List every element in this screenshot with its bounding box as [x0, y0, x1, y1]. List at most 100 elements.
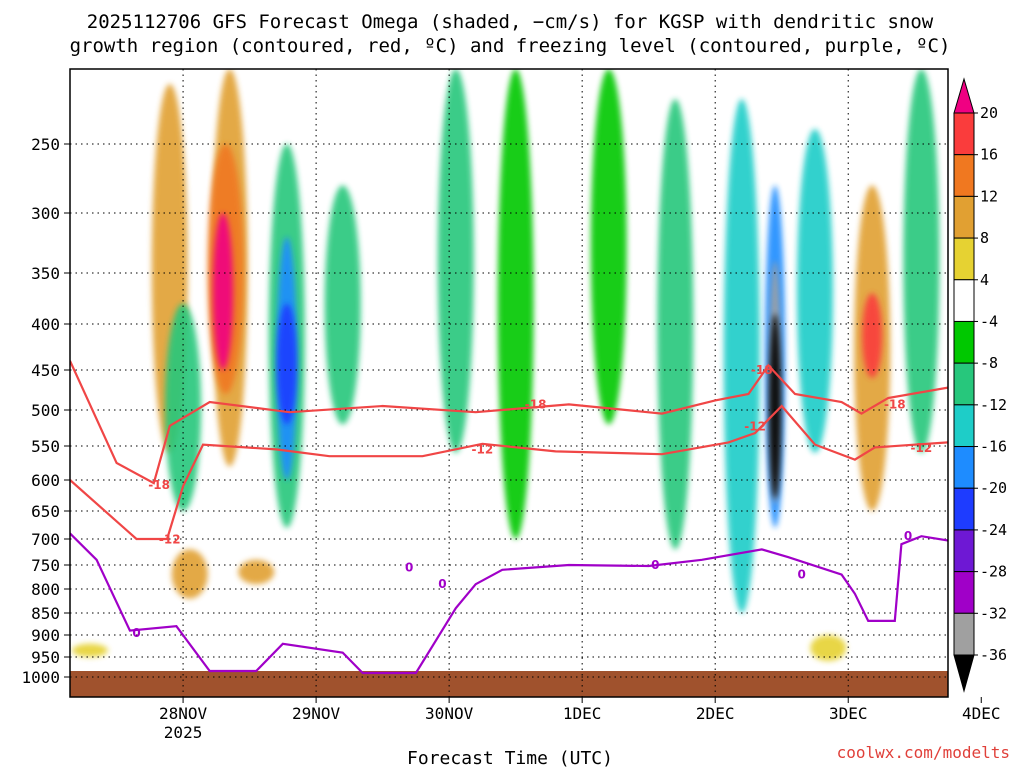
- omega-cell-4: [165, 303, 202, 511]
- colorbar-segment-9: [953, 487, 975, 531]
- omega-cell-20: [903, 69, 940, 453]
- isotherm-minus18-label-3: -18: [884, 397, 906, 411]
- omega-cell-10: [497, 69, 534, 539]
- colorbar-segment-12: [953, 612, 975, 656]
- isotherm-minus12-line: [70, 404, 948, 541]
- isotherm-minus18-label-1: -18: [525, 397, 547, 411]
- x-axis-label: Forecast Time (UTC): [407, 748, 613, 768]
- omega-cell-23: [71, 643, 108, 658]
- y-tick-label-350: 350: [31, 264, 60, 283]
- omega-cell-24: [810, 635, 847, 661]
- isotherm-minus18-label-2: -18: [751, 363, 773, 377]
- y-tick-label-550: 550: [31, 437, 60, 456]
- colorbar-label-3: 8: [980, 229, 989, 247]
- y-axis: 250 300 350 400 450 500 550 600 650 700 750 800 850 9…: [21, 135, 70, 687]
- colorbar-segment-2: [953, 195, 975, 239]
- omega-cell-22: [238, 559, 275, 585]
- x-tick-label-28NOV: 28NOV: [159, 704, 208, 723]
- colorbar-arrow-bottom: [953, 654, 975, 693]
- colorbar-segment-1: [953, 154, 975, 197]
- omega-cell-3: [212, 213, 233, 370]
- colorbar-label-11: -28: [980, 563, 1007, 581]
- omega-cell-21: [171, 549, 208, 599]
- isotherm-minus18-line: [70, 360, 948, 485]
- isotherm-minus12-label-3: -12: [911, 441, 933, 455]
- colorbar-segment-8: [953, 446, 975, 489]
- colorbar-label-1: 16: [980, 146, 998, 164]
- plot-frame: [69, 68, 949, 698]
- chart-title-line-2: growth region (contoured, red, ºC) and f…: [70, 35, 951, 57]
- y-tick-label-650: 650: [31, 502, 60, 521]
- y-tick-label-700: 700: [31, 530, 60, 549]
- ground-terrain: [70, 671, 948, 697]
- y-tick-label-300: 300: [31, 204, 60, 223]
- colorbar-label-0: 20: [980, 104, 998, 122]
- y-tick-label-800: 800: [31, 580, 60, 599]
- colorbar-segment-11: [953, 571, 975, 614]
- colorbar-segment-6: [953, 362, 975, 406]
- freezing-level-line: [70, 532, 948, 675]
- omega-shading: [71, 69, 940, 661]
- colorbar-segment-4: [953, 279, 975, 322]
- y-tick-label-450: 450: [31, 361, 60, 380]
- x-tick-label-29NOV: 29NOV: [292, 704, 341, 723]
- colorbar-segment-0: [953, 112, 975, 156]
- omega-cell-7: [276, 303, 297, 425]
- x-tick-sublabel-28NOV: 2025: [164, 723, 203, 742]
- omega-cell-16: [769, 313, 782, 499]
- omega-cell-8: [324, 185, 361, 425]
- colorbar-label-8: -16: [980, 438, 1007, 456]
- colorbar-segment-5: [953, 320, 975, 364]
- freezing-level-label-3: 0: [651, 558, 659, 572]
- colorbar-segment-10: [953, 529, 975, 573]
- x-tick-label-30NOV: 30NOV: [425, 704, 474, 723]
- colorbar-label-10: -24: [980, 521, 1007, 539]
- omega-cell-19: [862, 293, 883, 379]
- colorbar-label-2: 12: [980, 187, 998, 205]
- freezing-level-label-5: 0: [904, 529, 912, 543]
- colorbar-label-7: -12: [980, 396, 1007, 414]
- omega-cell-17: [796, 129, 833, 453]
- colorbar-label-4: 4: [980, 271, 989, 289]
- colorbar-label-5: -4: [980, 312, 998, 330]
- omega-cell-9: [437, 69, 474, 453]
- freezing-level-label-4: 0: [797, 568, 805, 582]
- contour-lines: -18 -18 -18 -18 -12 -12 -12 -12 0 0 0 0 0 0: [70, 360, 948, 675]
- ground-surface: [70, 671, 948, 697]
- freezing-level-label-1: 0: [405, 560, 413, 574]
- x-tick-label-2DEC: 2DEC: [696, 704, 735, 723]
- x-tick-label-1DEC: 1DEC: [563, 704, 602, 723]
- y-tick-label-750: 750: [31, 556, 60, 575]
- colorbar-label-12: -32: [980, 604, 1007, 622]
- omega-cell-11: [590, 69, 627, 425]
- y-tick-label-950: 950: [31, 648, 60, 667]
- colorbar: 20 16 12 8 4 -4 -8 -12 -16 -20 -24 -28 -32 -36: [953, 77, 1007, 693]
- isotherm-minus12-label-1: -12: [472, 442, 494, 456]
- y-tick-label-250: 250: [31, 135, 60, 154]
- y-tick-label-850: 850: [31, 604, 60, 623]
- freezing-level-label-0: 0: [132, 626, 140, 640]
- colorbar-label-6: -8: [980, 354, 998, 372]
- omega-cell-13: [723, 99, 760, 613]
- isotherm-minus18-label-0: -18: [148, 478, 170, 492]
- freezing-level-label-2: 0: [438, 577, 446, 591]
- colorbar-arrow-top: [953, 77, 975, 114]
- y-tick-label-400: 400: [31, 315, 60, 334]
- isotherm-minus12-label-0: -12: [159, 533, 181, 547]
- x-tick-label-4DEC: 4DEC: [962, 704, 1001, 723]
- credit-text: coolwx.com/modelts: [837, 743, 1010, 762]
- chart-title-line-1: 2025112706 GFS Forecast Omega (shaded, −…: [87, 11, 934, 33]
- colorbar-segment-7: [953, 404, 975, 448]
- y-tick-label-500: 500: [31, 401, 60, 420]
- colorbar-label-13: -36: [980, 646, 1007, 664]
- y-tick-label-900: 900: [31, 626, 60, 645]
- colorbar-label-9: -20: [980, 479, 1007, 497]
- grid-lines: [70, 69, 948, 697]
- y-tick-label-1000: 1000: [21, 668, 60, 687]
- colorbar-segment-3: [953, 237, 975, 281]
- isotherm-minus12-label-2: -12: [744, 420, 766, 434]
- y-tick-label-600: 600: [31, 471, 60, 490]
- x-tick-label-3DEC: 3DEC: [829, 704, 868, 723]
